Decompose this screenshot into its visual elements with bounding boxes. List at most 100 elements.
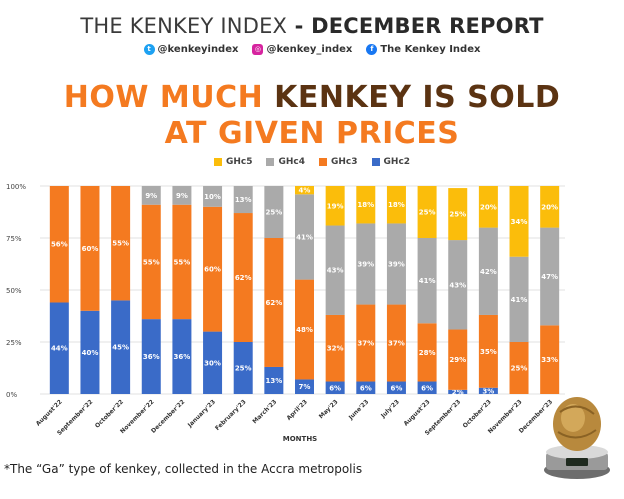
x-tick-label: August'23 [402,398,431,427]
x-axis-title: MONTHS [282,435,318,443]
bar-segment-ghc3 [386,304,406,382]
data-label: 45% [112,344,129,352]
bar-segment-ghc4 [386,223,406,305]
bar-segment-ghc2 [172,319,192,394]
bar-segment-ghc4 [294,194,315,280]
bar-segment-ghc4 [203,186,223,207]
bar-segment-ghc5 [294,186,315,195]
x-tick-label: June'23 [347,398,370,421]
bar-segment-ghc2 [386,381,406,394]
data-label: 37% [357,340,374,348]
bar-segment-ghc2 [233,342,253,394]
data-label: 40% [82,349,99,357]
data-label: 25% [419,209,436,217]
x-tick-label: March'23 [251,398,278,425]
social-handles: t @kenkeyindex ◎ @kenkey_index f The Ken… [0,44,624,55]
data-label: 56% [51,241,68,249]
data-label: 48% [296,326,313,334]
data-label: 39% [388,261,405,269]
data-label: 60% [204,266,221,274]
x-tick-label: May'23 [318,398,340,420]
bar-segment-ghc2 [448,389,468,394]
facebook-handle: The Kenkey Index [380,44,481,55]
data-label: 18% [357,201,374,209]
instagram-handle: @kenkey_index [266,44,353,55]
data-label: 41% [296,233,313,241]
x-tick-label: October'23 [462,398,493,429]
data-label: 20% [480,203,497,211]
bar-segment-ghc3 [478,314,498,388]
data-label: 62% [235,274,252,282]
chart-legend: GHc5 GHc4 GHc3 GHc2 [0,157,624,167]
legend-swatch-ghc2 [371,158,380,166]
bar-segment-ghc3 [264,238,284,367]
bar-segment-ghc3 [356,304,376,382]
data-label: 3% [482,387,494,395]
data-label: 25% [265,209,282,217]
legend-swatch-ghc3 [319,158,327,166]
chart-headline: HOW MUCH KENKEY IS SOLD AT GIVEN PRICES [0,80,624,152]
legend-item-ghc4: GHc4 [266,157,305,167]
bar-segment-ghc4 [478,227,498,315]
x-tick-label: October'22 [94,398,125,429]
stacked-bar-chart: 0%25%50%75%100%44%56%August'2240%60%Sept… [6,183,565,437]
data-label: 18% [388,201,405,209]
report-title-regular: THE KENKEY INDEX [80,14,288,38]
social-twitter[interactable]: t @kenkeyindex [143,44,239,55]
bar-segment-ghc3 [417,323,437,382]
data-label: 44% [51,345,68,353]
bar-segment-ghc3 [111,186,131,301]
data-label: 34% [511,218,528,226]
data-label: 35% [480,348,497,356]
x-tick-label: April'23 [285,398,308,421]
data-label: 6% [329,384,341,392]
bar-segment-ghc4 [540,227,560,326]
legend-item-ghc3: GHc3 [319,157,358,167]
data-label: 30% [204,359,221,367]
data-label: 60% [82,245,99,253]
headline-kenkey-is-sold: KENKEY IS SOLD [274,80,561,115]
bar-segment-ghc3 [203,206,223,332]
legend-label-ghc5: GHc5 [225,157,253,167]
data-label: 28% [419,349,436,357]
data-label: 47% [541,273,558,281]
data-label: 25% [235,365,252,373]
bar-segment-ghc3 [233,213,253,342]
bar-segment-ghc4 [509,256,529,342]
bar-segment-ghc4 [356,223,376,305]
data-label: 42% [480,268,497,276]
social-instagram[interactable]: ◎ @kenkey_index [252,44,352,55]
y-tick-label: 25% [6,339,22,347]
x-tick-label: July'23 [379,398,401,420]
bar-segment-ghc5 [386,186,406,224]
data-label: 25% [511,365,528,373]
bar-segment-ghc4 [233,186,253,214]
data-label: 13% [235,196,252,204]
x-tick-label: August'22 [35,398,64,427]
report-title: THE KENKEY INDEX - DECEMBER REPORT [0,14,624,38]
bar-segment-ghc2 [356,381,376,394]
data-label: 25% [449,211,466,219]
y-tick-label: 50% [6,287,22,295]
x-tick-label: February'23 [214,398,248,432]
bar-segment-ghc3 [540,325,560,394]
bar-segment-ghc5 [356,186,376,224]
x-tick-label: January'23 [186,398,217,429]
footnote: *The “Ga” type of kenkey, collected in t… [4,462,363,476]
bar-segment-ghc5 [417,186,437,238]
bar-segment-ghc5 [325,186,345,226]
twitter-handle: @kenkeyindex [157,44,239,55]
kenkey-on-scale-image [544,397,610,479]
bar-segment-ghc5 [478,186,498,228]
data-label: 62% [265,299,282,307]
bar-segment-ghc5 [540,186,560,228]
social-facebook[interactable]: f The Kenkey Index [366,44,480,55]
bar-segment-ghc2 [80,310,100,394]
report-title-bold: DECEMBER REPORT [311,14,544,38]
data-label: 10% [204,193,221,201]
data-label: 6% [360,384,372,392]
data-label: 4% [299,187,311,195]
data-label: 2% [452,388,464,396]
bar-segment-ghc5 [509,186,529,257]
bar-segment-ghc2 [203,331,223,394]
